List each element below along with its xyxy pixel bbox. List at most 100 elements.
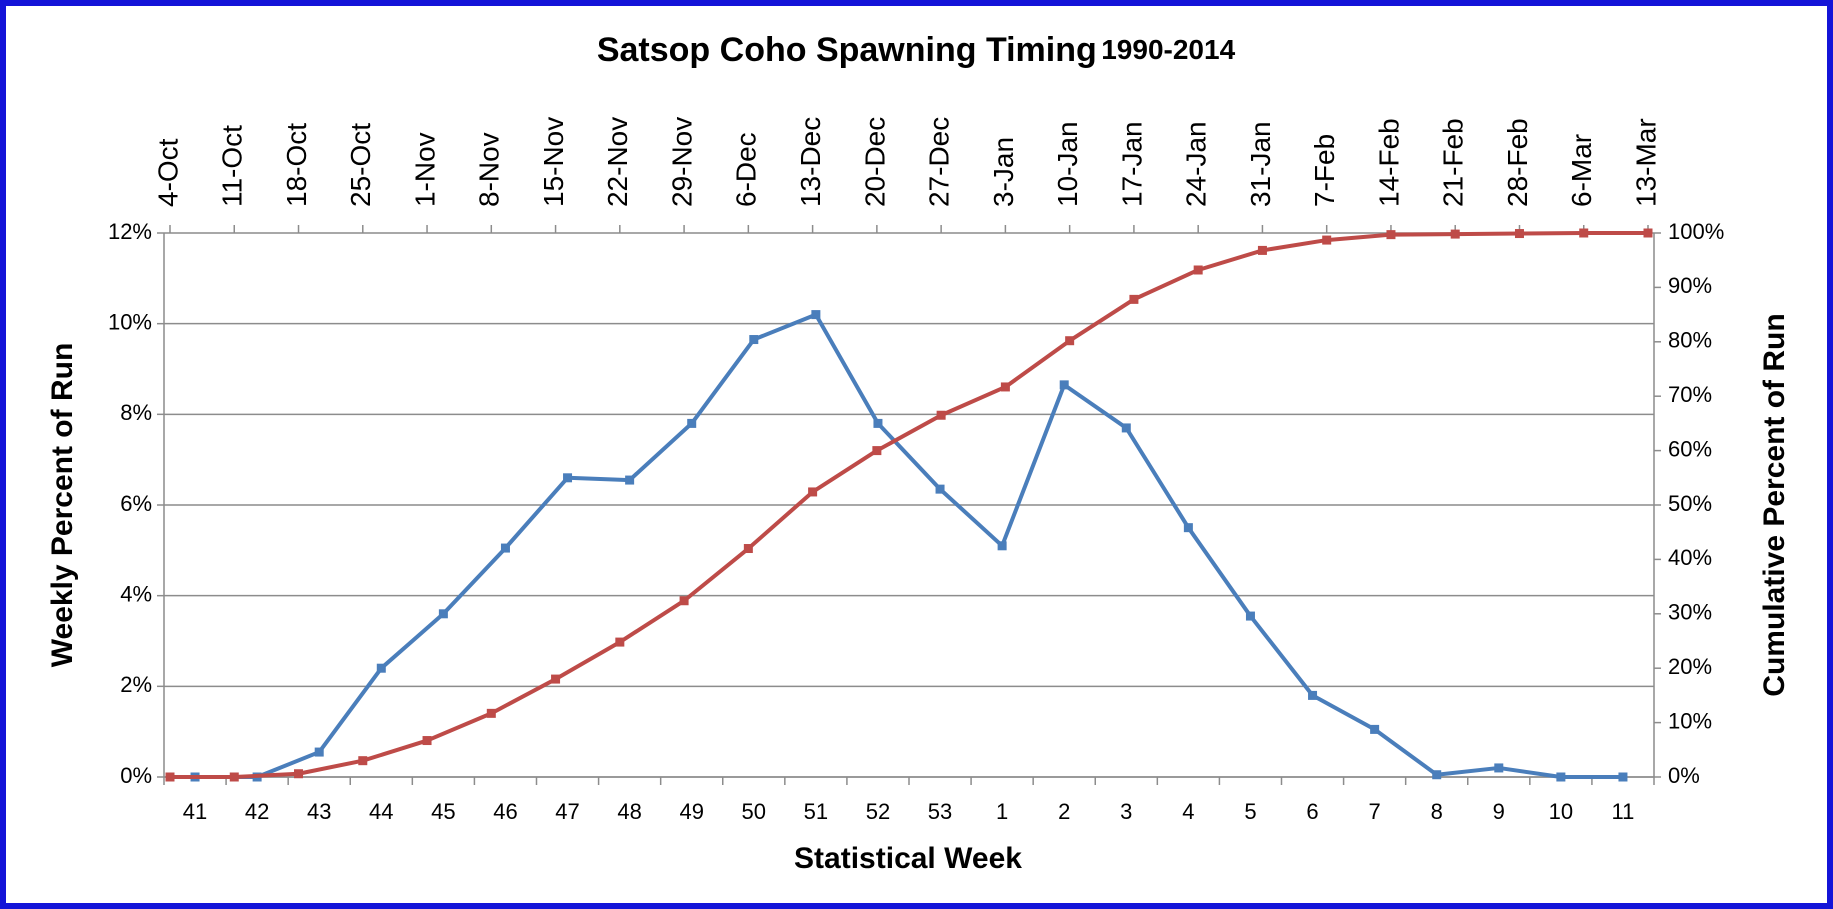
y-axis-title: Weekly Percent of Run [46, 343, 79, 668]
y-tick-label: 0% [120, 763, 152, 788]
series-marker [1643, 228, 1653, 238]
x-tick-label: 41 [183, 799, 207, 824]
x2-tick-label: 13-Mar [1630, 118, 1661, 207]
series-marker [743, 544, 753, 554]
series-marker [625, 475, 635, 485]
series-line [170, 231, 1648, 779]
x-tick-label: 45 [431, 799, 455, 824]
y2-tick-label: 100% [1668, 219, 1724, 244]
x-tick-label: 1 [996, 799, 1008, 824]
x-tick-label: 10 [1549, 799, 1573, 824]
series-marker [687, 418, 697, 428]
series-marker [294, 769, 304, 779]
x2-tick-label: 29-Nov [666, 117, 697, 207]
x2-tick-label: 7-Feb [1309, 134, 1340, 207]
y2-tick-label: 70% [1668, 382, 1712, 407]
x-tick-label: 43 [307, 799, 331, 824]
series-marker [1129, 294, 1139, 304]
y2-tick-label: 0% [1668, 763, 1700, 788]
series-marker [1065, 336, 1075, 346]
x2-tick-label: 21-Feb [1438, 118, 1469, 207]
series-marker [1257, 245, 1267, 255]
y2-axis-title: Cumulative Percent of Run [1758, 313, 1791, 696]
series-marker [1556, 772, 1566, 782]
x-tick-label: 5 [1244, 799, 1256, 824]
x2-tick-label: 17-Jan [1116, 121, 1147, 207]
series-marker [358, 756, 368, 766]
x-tick-label: 51 [804, 799, 828, 824]
x2-tick-label: 22-Nov [602, 117, 633, 207]
series-marker [811, 310, 821, 320]
x2-tick-label: 13-Dec [795, 117, 826, 207]
x-tick-label: 9 [1493, 799, 1505, 824]
series-marker [1514, 229, 1524, 239]
series-marker [1386, 230, 1396, 240]
x2-tick-label: 28-Feb [1502, 118, 1533, 207]
series-marker [873, 418, 883, 428]
x-tick-label: 52 [866, 799, 890, 824]
y-tick-label: 2% [120, 672, 152, 697]
x2-tick-label: 10-Jan [1052, 121, 1083, 207]
series-marker [1432, 770, 1442, 780]
y-tick-label: 8% [120, 400, 152, 425]
x-tick-label: 46 [493, 799, 517, 824]
x2-tick-label: 3-Jan [988, 137, 1019, 207]
title-main: Satsop Coho Spawning Timing [597, 31, 1097, 69]
x-axis-title: Statistical Week [794, 842, 1022, 875]
series-marker [1193, 265, 1203, 275]
x2-tick-label: 27-Dec [924, 117, 955, 207]
x-tick-label: 6 [1306, 799, 1318, 824]
series-marker [1183, 523, 1193, 533]
y-tick-label: 4% [120, 581, 152, 606]
series-marker [749, 335, 759, 345]
x-tick-label: 4 [1182, 799, 1194, 824]
series-marker [438, 609, 448, 619]
series-marker [1370, 724, 1380, 734]
series-marker [422, 736, 432, 746]
x2-tick-label: 20-Dec [859, 117, 890, 207]
x-tick-label: 42 [245, 799, 269, 824]
x2-tick-label: 6-Dec [731, 132, 762, 207]
x-tick-label: 49 [679, 799, 703, 824]
series-marker [997, 541, 1007, 551]
y2-tick-label: 40% [1668, 545, 1712, 570]
y2-tick-label: 30% [1668, 600, 1712, 625]
y2-tick-label: 50% [1668, 491, 1712, 516]
series-marker [486, 708, 496, 718]
y-tick-label: 12% [108, 219, 152, 244]
y2-tick-label: 20% [1668, 654, 1712, 679]
series-marker [1450, 229, 1460, 239]
y-tick-label: 6% [120, 491, 152, 516]
series-marker [1494, 763, 1504, 773]
x2-tick-label: 24-Jan [1181, 121, 1212, 207]
x-tick-label: 47 [555, 799, 579, 824]
x-tick-label: 7 [1369, 799, 1381, 824]
x2-tick-label: 25-Oct [345, 123, 376, 207]
series-marker [935, 484, 945, 494]
series-marker [1059, 380, 1069, 390]
y2-tick-label: 90% [1668, 273, 1712, 298]
series-marker [165, 772, 175, 782]
series-marker [1308, 690, 1318, 700]
y2-tick-label: 80% [1668, 328, 1712, 353]
series-marker [615, 637, 625, 647]
series-marker [376, 663, 386, 673]
series-marker [314, 747, 324, 757]
x-tick-label: 2 [1058, 799, 1070, 824]
series-marker [563, 473, 573, 483]
x-tick-label: 11 [1612, 799, 1635, 824]
series-marker [1121, 423, 1131, 433]
x2-tick-label: 4-Oct [152, 138, 183, 207]
series-marker [872, 446, 882, 456]
x2-tick-label: 14-Feb [1373, 118, 1404, 207]
x2-tick-label: 31-Jan [1245, 121, 1276, 207]
series-marker [679, 596, 689, 606]
series-marker [551, 674, 561, 684]
series-marker [500, 543, 510, 553]
x-tick-label: 50 [742, 799, 766, 824]
title-years: 1990-2014 [1101, 34, 1235, 65]
y-tick-label: 10% [108, 309, 152, 334]
series-marker [936, 410, 946, 420]
series-marker [1000, 382, 1010, 392]
chart-title: Satsop Coho Spawning Timing 1990-2014 [597, 31, 1236, 69]
